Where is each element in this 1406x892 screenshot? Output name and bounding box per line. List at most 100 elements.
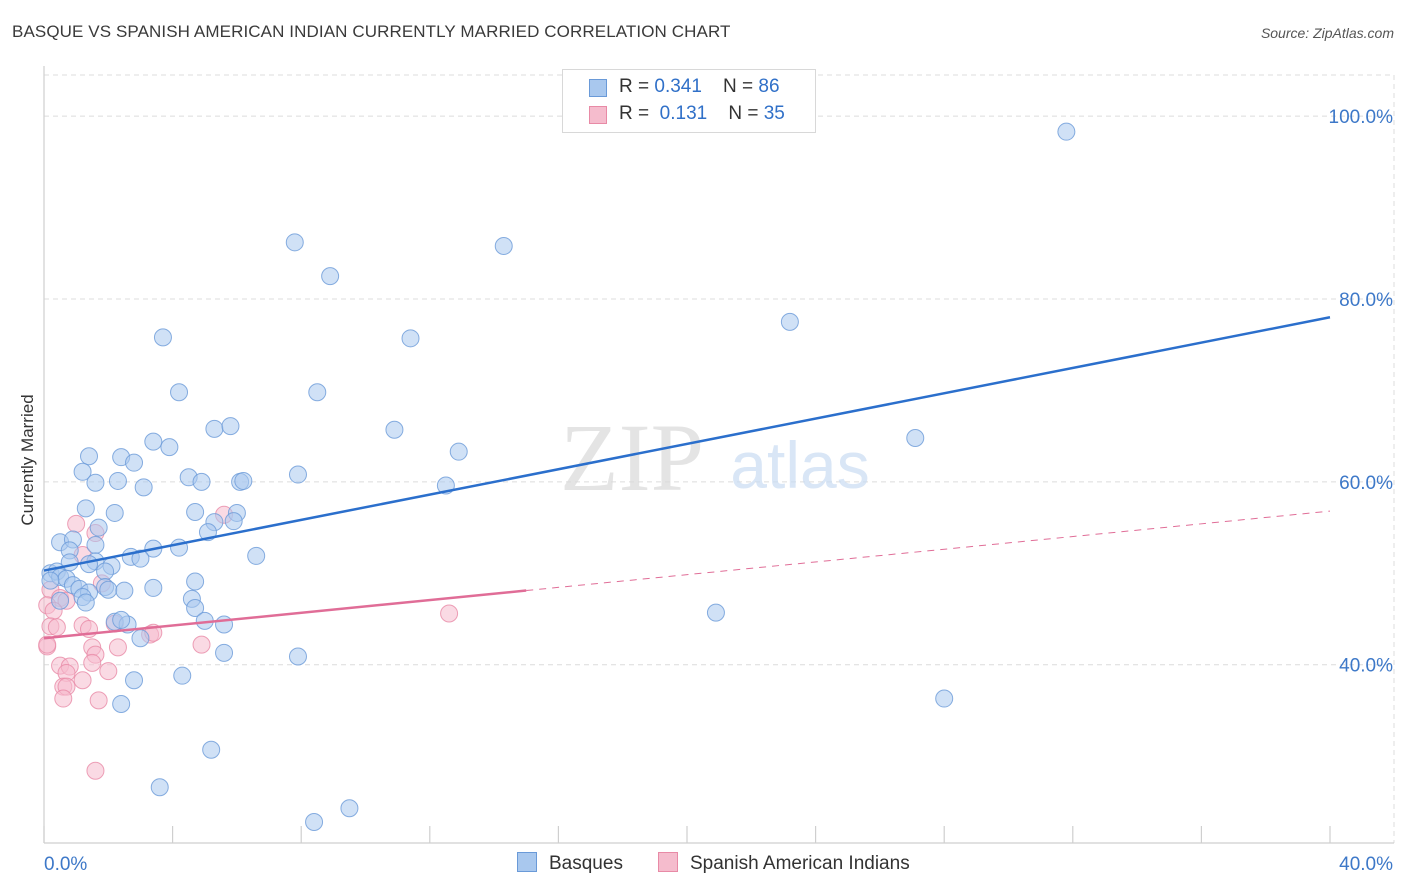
data-point-spanish-american-indians: [89, 691, 108, 710]
data-point-spanish-american-indians: [108, 638, 127, 657]
data-point-basques: [285, 233, 304, 252]
trend-line-spanish-american-indians-extension: [526, 510, 1331, 592]
legend-r-label: R =: [619, 103, 655, 124]
data-point-basques: [234, 471, 253, 490]
data-point-basques: [385, 420, 404, 439]
data-point-basques: [76, 499, 95, 518]
data-point-spanish-american-indians: [47, 618, 66, 637]
data-point-basques: [144, 432, 163, 451]
data-point-basques: [160, 438, 179, 457]
axes: [43, 66, 1394, 844]
data-point-basques: [173, 666, 192, 685]
data-point-basques: [192, 472, 211, 491]
data-point-basques: [494, 236, 513, 255]
data-point-spanish-american-indians: [83, 653, 102, 672]
trend-line-spanish-american-indians: [43, 589, 527, 640]
y-axis-label: Currently Married: [18, 394, 37, 526]
data-point-basques: [706, 603, 725, 622]
data-point-basques: [224, 512, 243, 531]
source-label: Source: ZipAtlas.com: [1260, 25, 1394, 41]
data-point-basques: [89, 518, 108, 537]
data-point-basques: [115, 581, 134, 600]
data-point-basques: [215, 643, 234, 662]
y-tick-label: 60.0%: [1339, 473, 1393, 494]
legend-swatch-blue: [517, 852, 537, 872]
bottom-legend-basques[interactable]: Basques: [517, 852, 623, 875]
data-point-spanish-american-indians: [67, 514, 86, 533]
data-point-spanish-american-indians: [99, 662, 118, 681]
data-point-basques: [906, 428, 925, 447]
bottom-legend-spanish-american-indians[interactable]: Spanish American Indians: [658, 852, 910, 875]
y-tick-label: 80.0%: [1339, 290, 1393, 311]
data-point-basques: [935, 689, 954, 708]
watermark-atlas: atlas: [730, 428, 869, 502]
data-point-basques: [86, 473, 105, 492]
trend-lines: [43, 316, 1331, 640]
data-point-spanish-american-indians: [440, 604, 459, 623]
data-point-basques: [205, 419, 224, 438]
legend-r-value: 0.131: [654, 103, 708, 124]
data-point-basques: [247, 546, 266, 565]
data-point-basques: [215, 615, 234, 634]
data-point-spanish-american-indians: [192, 635, 211, 654]
data-point-basques: [125, 671, 144, 690]
data-point-basques: [401, 329, 420, 348]
data-point-basques: [73, 462, 92, 481]
data-point-basques: [131, 629, 150, 648]
data-point-basques: [41, 571, 60, 590]
chart-title: BASQUE VS SPANISH AMERICAN INDIAN CURREN…: [12, 22, 731, 41]
data-point-basques: [80, 555, 99, 574]
data-point-basques: [144, 578, 163, 597]
data-point-basques: [108, 471, 127, 490]
legend-swatch-pink: [589, 106, 607, 124]
x-tick-label: 40.0%: [1339, 854, 1393, 875]
data-point-basques: [99, 580, 118, 599]
data-point-basques: [131, 549, 150, 568]
data-point-spanish-american-indians: [38, 635, 57, 654]
tick-labels: 40.0% 60.0% 80.0% 100.0% 0.0% 40.0%: [44, 107, 1393, 875]
legend-n-label: N =: [723, 76, 759, 97]
data-point-basques: [76, 593, 95, 612]
legend-swatch-pink: [658, 852, 678, 872]
legend-r-label: R =: [619, 76, 655, 97]
y-tick-label: 40.0%: [1339, 656, 1393, 677]
data-point-basques: [202, 740, 221, 759]
data-point-basques: [112, 695, 131, 714]
legend-r-value: 0.341: [654, 76, 702, 97]
data-point-basques: [112, 610, 131, 629]
data-point-basques: [308, 383, 327, 402]
y-tick-label: 100.0%: [1329, 107, 1394, 128]
data-point-basques: [780, 312, 799, 331]
watermark-zip: ZIP: [560, 404, 704, 511]
data-point-basques: [150, 778, 169, 797]
data-point-spanish-american-indians: [54, 689, 73, 708]
data-point-basques: [80, 447, 99, 466]
stats-legend: R = 0.341 N = 86 R = 0.131 N = 35: [562, 69, 816, 133]
data-point-basques: [340, 799, 359, 818]
data-point-spanish-american-indians: [86, 761, 105, 780]
data-point-basques: [134, 478, 153, 497]
watermark: ZIP atlas: [560, 404, 870, 511]
legend-n-value: 86: [758, 76, 780, 97]
data-point-basques: [51, 591, 70, 610]
data-point-basques: [305, 812, 324, 831]
legend-swatch-blue: [589, 79, 607, 97]
legend-label-spanish-american-indians: Spanish American Indians: [690, 853, 910, 874]
data-point-basques: [288, 647, 307, 666]
trend-line-basques: [43, 316, 1331, 572]
data-point-basques: [170, 383, 189, 402]
data-point-basques: [288, 465, 307, 484]
data-point-basques: [321, 267, 340, 286]
data-point-basques: [186, 599, 205, 618]
data-point-basques: [153, 328, 172, 347]
data-point-spanish-american-indians: [73, 671, 92, 690]
legend-label-basques: Basques: [549, 853, 623, 874]
gridlines: [44, 74, 1395, 843]
data-point-basques: [186, 503, 205, 522]
data-point-basques: [221, 417, 240, 436]
x-tick-label: 0.0%: [44, 854, 87, 875]
data-point-basques: [1057, 122, 1076, 141]
legend-n-label: N =: [728, 103, 764, 124]
series-basques: [41, 122, 1076, 831]
